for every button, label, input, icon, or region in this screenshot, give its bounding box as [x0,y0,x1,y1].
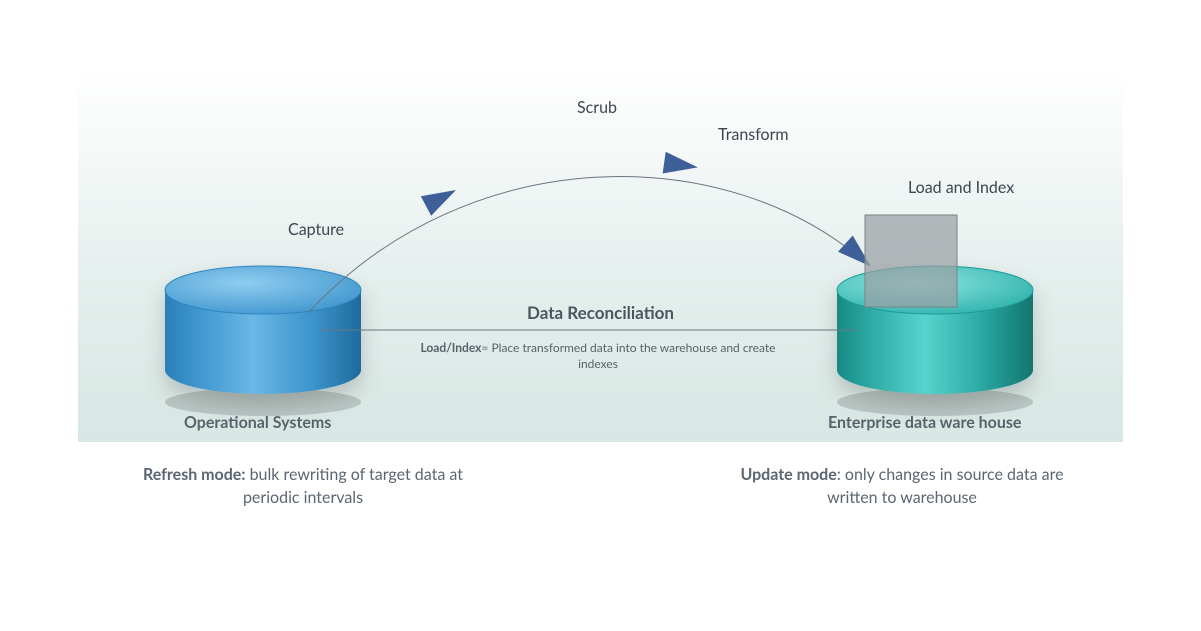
center-title: Data Reconciliation [78,302,1123,323]
center-sub-rest: = Place transformed data into the wareho… [481,340,775,371]
center-sub-bold: Load/Index [420,340,481,355]
footer-right-bold: Update mode [740,465,836,484]
arrow-capture-icon [421,180,461,215]
step-load: Load and Index [908,178,1014,197]
process-arc [308,177,868,313]
left-db-label: Operational Systems [184,413,331,432]
step-scrub: Scrub [577,98,617,117]
right-db-label: Enterprise data ware house [828,413,1021,432]
diagram-svg [78,70,1123,442]
step-capture: Capture [288,220,344,239]
footer-left-rest: bulk rewriting of target data at periodi… [243,465,463,507]
load-index-box [865,215,957,307]
footer-right: Update mode: only changes in source data… [722,463,1082,509]
arrow-scrub-icon [663,152,700,179]
diagram-stage: Capture Scrub Transform Load and Index D… [78,70,1123,442]
step-transform: Transform [718,125,789,144]
arc-arrows [421,152,878,275]
footer-left-bold: Refresh mode: [143,465,245,484]
footer-left: Refresh mode: bulk rewriting of target d… [128,463,478,509]
footer-right-rest: : only changes in source data are writte… [827,465,1063,507]
center-subtitle: Load/Index= Place transformed data into … [408,340,788,372]
